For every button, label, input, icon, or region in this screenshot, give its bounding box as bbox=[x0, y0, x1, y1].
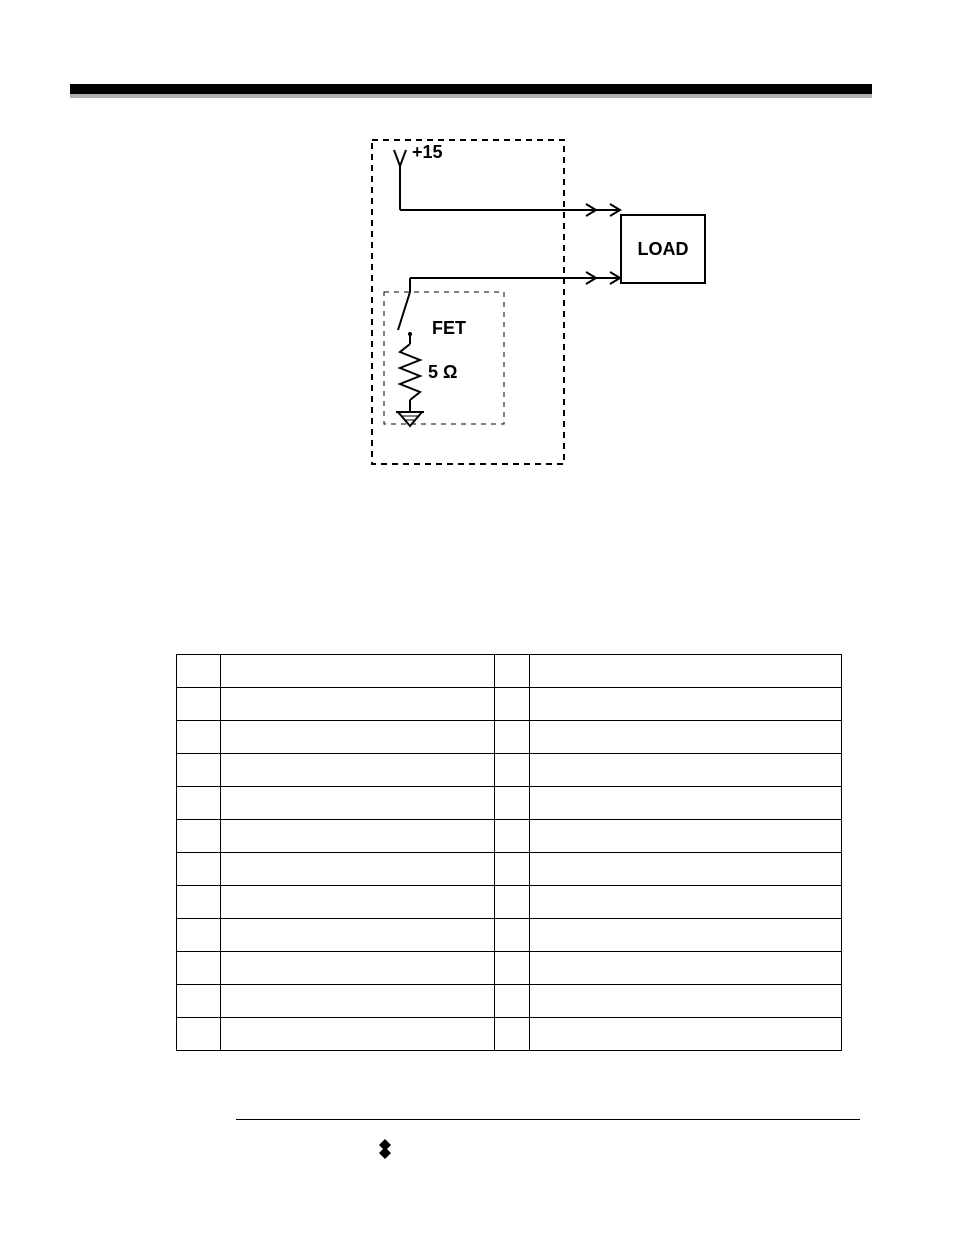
table-cell bbox=[220, 820, 494, 853]
table-cell bbox=[530, 655, 842, 688]
table-cell bbox=[177, 1018, 221, 1051]
table-cell bbox=[494, 754, 530, 787]
table-cell bbox=[530, 919, 842, 952]
table-cell bbox=[530, 952, 842, 985]
table-row bbox=[177, 886, 842, 919]
header-bar bbox=[70, 84, 872, 94]
table-cell bbox=[220, 688, 494, 721]
table-cell bbox=[177, 721, 221, 754]
table-cell bbox=[220, 952, 494, 985]
table-cell bbox=[494, 820, 530, 853]
table-cell bbox=[494, 952, 530, 985]
load-label: LOAD bbox=[638, 239, 689, 260]
table-cell bbox=[530, 787, 842, 820]
table-cell bbox=[177, 787, 221, 820]
voltage-label: +15 bbox=[412, 142, 443, 163]
table-cell bbox=[220, 721, 494, 754]
table-row bbox=[177, 754, 842, 787]
table-cell bbox=[530, 754, 842, 787]
table-cell bbox=[177, 985, 221, 1018]
table-cell bbox=[177, 655, 221, 688]
table-cell bbox=[530, 985, 842, 1018]
header-shadow bbox=[70, 94, 872, 98]
table-cell bbox=[530, 721, 842, 754]
table-cell bbox=[530, 886, 842, 919]
table-cell bbox=[220, 1018, 494, 1051]
table-cell bbox=[530, 1018, 842, 1051]
table-row bbox=[177, 952, 842, 985]
table-cell bbox=[177, 688, 221, 721]
fet-label: FET bbox=[432, 318, 466, 339]
table-cell bbox=[177, 919, 221, 952]
table-cell bbox=[494, 853, 530, 886]
table-cell bbox=[220, 919, 494, 952]
table-cell bbox=[494, 655, 530, 688]
table-cell bbox=[177, 952, 221, 985]
data-table bbox=[176, 654, 842, 1051]
table-cell bbox=[220, 754, 494, 787]
table-cell bbox=[530, 820, 842, 853]
table-cell bbox=[494, 787, 530, 820]
diagram-svg bbox=[370, 128, 706, 468]
table-cell bbox=[494, 1018, 530, 1051]
table-cell bbox=[494, 985, 530, 1018]
table-cell bbox=[177, 853, 221, 886]
table-row bbox=[177, 1018, 842, 1051]
table-row bbox=[177, 655, 842, 688]
table-cell bbox=[220, 985, 494, 1018]
table-row bbox=[177, 985, 842, 1018]
table-row bbox=[177, 919, 842, 952]
table-cell bbox=[494, 886, 530, 919]
table-cell bbox=[220, 886, 494, 919]
table-row bbox=[177, 820, 842, 853]
table bbox=[176, 654, 842, 1051]
footer-line bbox=[236, 1119, 860, 1120]
footer-logo-icon bbox=[374, 1138, 396, 1165]
table-row bbox=[177, 787, 842, 820]
table-cell bbox=[220, 655, 494, 688]
table-cell bbox=[494, 688, 530, 721]
table-cell bbox=[220, 787, 494, 820]
table-cell bbox=[530, 853, 842, 886]
resistor-label: 5 Ω bbox=[428, 362, 457, 383]
table-cell bbox=[177, 820, 221, 853]
table-row bbox=[177, 853, 842, 886]
table-row bbox=[177, 721, 842, 754]
table-cell bbox=[530, 688, 842, 721]
table-cell bbox=[177, 886, 221, 919]
table-cell bbox=[177, 754, 221, 787]
table-row bbox=[177, 688, 842, 721]
table-cell bbox=[494, 919, 530, 952]
circuit-diagram: +15 FET 5 Ω LOAD bbox=[370, 128, 706, 468]
table-cell bbox=[220, 853, 494, 886]
table-cell bbox=[494, 721, 530, 754]
